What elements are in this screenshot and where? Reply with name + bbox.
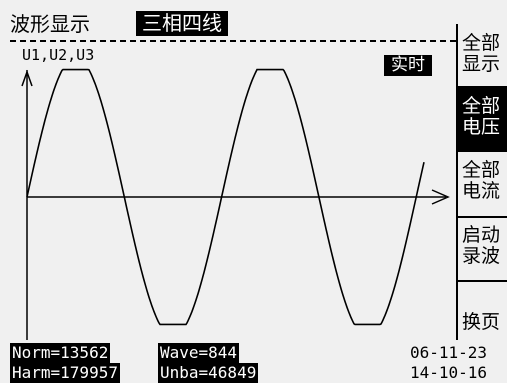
status-row-1: Norm=13562 Wave=844 06-11-23	[0, 343, 507, 363]
channel-label: U1,U2,U3	[22, 46, 95, 64]
status-row-2: Harm=179957 Unba=46849 14-10-16	[0, 363, 507, 383]
realtime-badge: 实时	[384, 55, 432, 76]
x-axis-arrow-icon	[431, 189, 450, 205]
wiring-mode-badge: 三相四线	[136, 11, 228, 36]
all-current-button[interactable]: 全部 电流	[458, 150, 507, 216]
y-axis-arrow-icon	[21, 69, 33, 87]
harm-counter: Harm=179957	[10, 363, 120, 383]
time-stamp: 14-10-16	[410, 363, 488, 382]
next-page-button[interactable]: 换页	[458, 280, 507, 340]
waveform-plot	[21, 68, 450, 340]
header-divider	[10, 40, 456, 42]
screen-title: 波形显示	[10, 12, 90, 36]
waveform-trace	[26, 68, 425, 326]
show-all-button[interactable]: 全部 显示	[462, 32, 501, 75]
x-axis	[27, 189, 450, 205]
wave-counter: Wave=844	[158, 343, 240, 363]
date-stamp: 06-11-23	[410, 343, 488, 362]
norm-counter: Norm=13562	[10, 343, 111, 363]
start-recording-button[interactable]: 启动 录波	[458, 216, 507, 280]
all-voltage-button[interactable]: 全部 电压	[458, 86, 507, 150]
unbalance-counter: Unba=46849	[158, 363, 259, 383]
side-menu: 全部 显示 全部 电压 全部 电流 启动 录波 换页	[456, 24, 507, 340]
y-axis	[21, 69, 33, 340]
